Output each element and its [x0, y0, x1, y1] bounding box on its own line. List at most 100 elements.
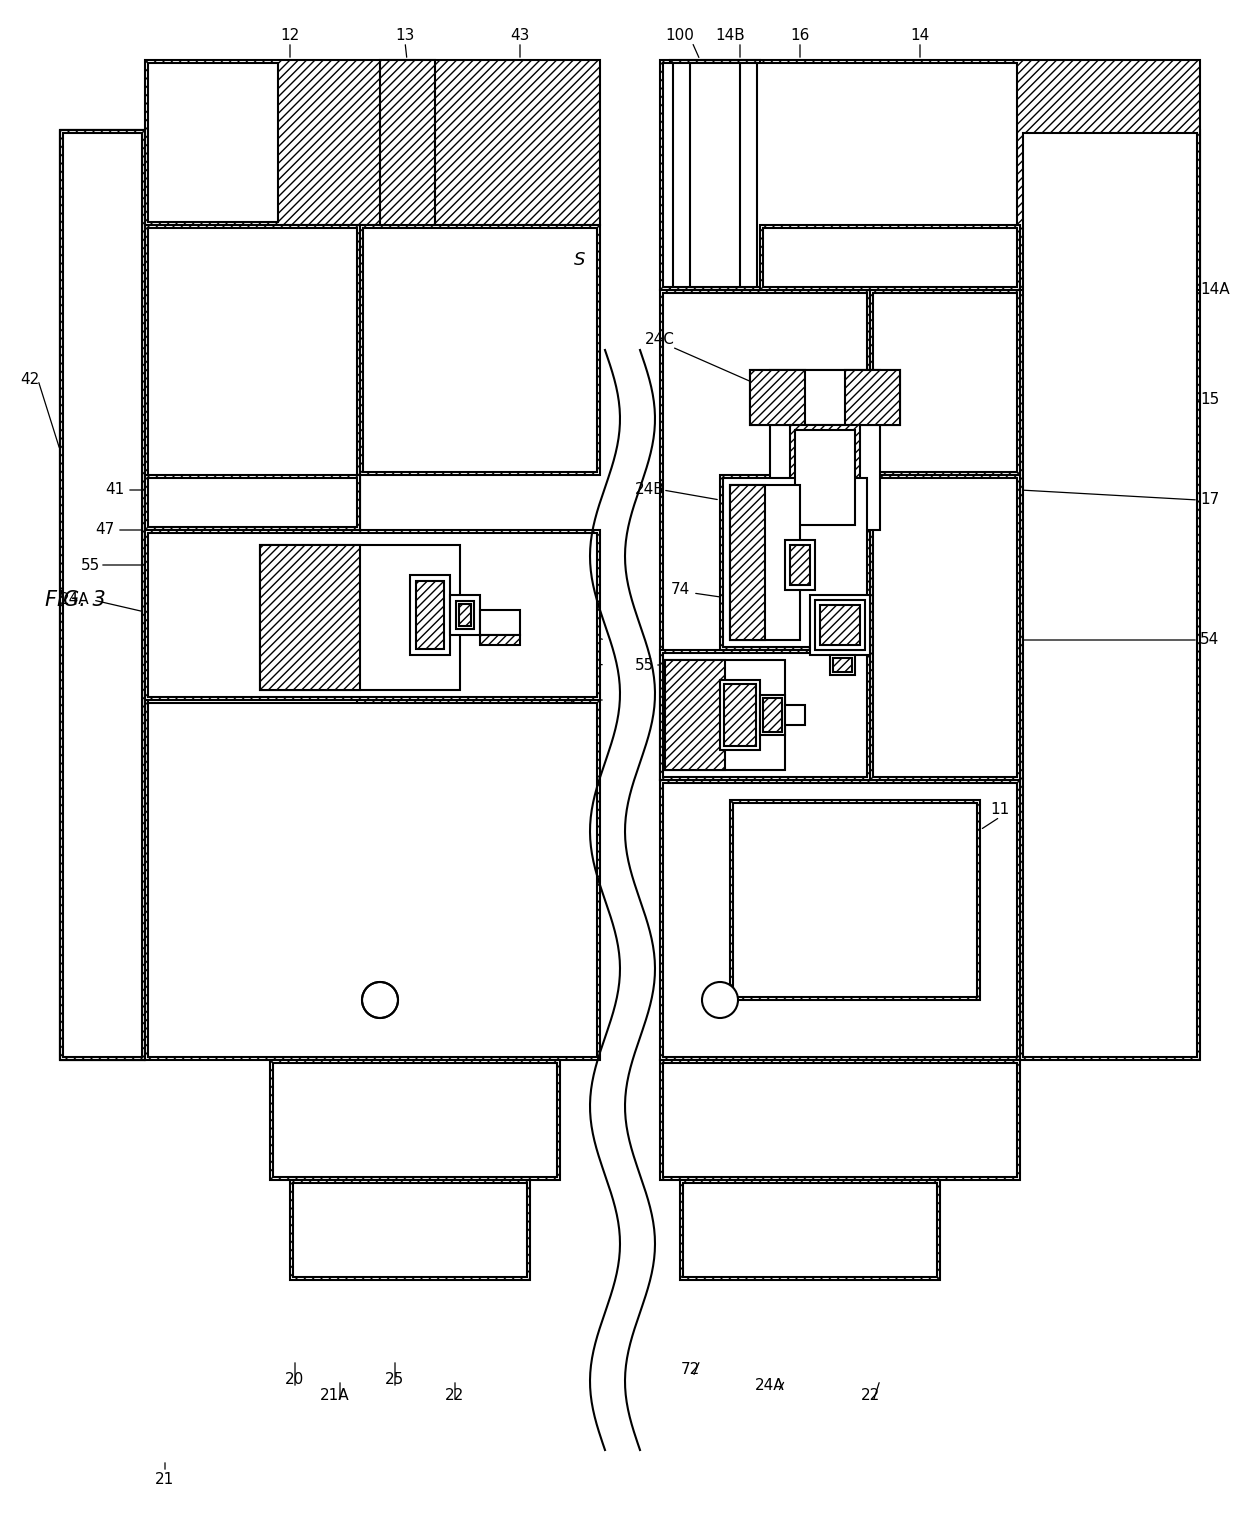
Text: 74: 74 — [671, 582, 689, 597]
Bar — [673, 63, 756, 287]
Bar — [785, 540, 815, 589]
Bar — [60, 130, 145, 1061]
Bar — [665, 660, 725, 771]
Bar — [145, 474, 360, 530]
Bar — [733, 803, 977, 998]
Bar — [870, 474, 1021, 780]
Text: 55: 55 — [635, 657, 655, 672]
Text: 24A: 24A — [61, 593, 89, 608]
Bar — [730, 485, 800, 640]
Bar — [730, 485, 765, 640]
Text: 55: 55 — [81, 557, 99, 573]
Bar — [379, 60, 435, 226]
Text: 14A: 14A — [1200, 282, 1230, 298]
Bar — [1021, 130, 1200, 1061]
Text: 25: 25 — [386, 1372, 404, 1388]
Bar — [148, 533, 596, 697]
Bar — [663, 783, 1017, 1058]
Bar — [760, 226, 1021, 290]
Bar — [415, 582, 444, 649]
Bar — [665, 660, 785, 771]
Bar — [660, 780, 1021, 1061]
Bar — [148, 229, 357, 777]
Bar — [815, 600, 866, 649]
Bar — [660, 60, 1200, 290]
Circle shape — [703, 982, 737, 1018]
Bar — [480, 635, 520, 645]
Text: 12: 12 — [280, 28, 300, 43]
Bar — [273, 1064, 557, 1177]
Bar — [724, 685, 756, 746]
Text: 42: 42 — [20, 373, 40, 387]
Text: 43: 43 — [511, 28, 529, 43]
Bar — [145, 226, 360, 780]
Bar — [145, 530, 600, 700]
Bar — [260, 545, 360, 691]
Bar — [683, 1183, 937, 1277]
Bar — [770, 370, 880, 530]
Bar — [290, 1180, 529, 1280]
Bar — [750, 370, 900, 425]
Bar — [456, 602, 474, 629]
Bar — [790, 545, 810, 585]
Bar — [148, 703, 596, 1058]
Text: 21: 21 — [155, 1472, 175, 1487]
Text: 16: 16 — [790, 28, 810, 43]
Bar — [833, 659, 852, 672]
Bar — [870, 290, 1021, 474]
Text: 41: 41 — [105, 482, 125, 497]
Bar — [450, 596, 480, 635]
Text: 100: 100 — [666, 28, 694, 43]
Bar — [410, 576, 450, 655]
Bar — [720, 474, 870, 649]
Text: 20: 20 — [285, 1372, 305, 1388]
Bar — [145, 60, 600, 226]
Text: 72: 72 — [681, 1363, 699, 1377]
Bar — [820, 605, 861, 645]
Bar — [730, 800, 980, 999]
Bar — [760, 695, 785, 735]
Bar — [795, 430, 856, 525]
Bar — [663, 293, 867, 777]
Bar — [750, 370, 805, 425]
Bar — [145, 700, 600, 1061]
Text: 22: 22 — [445, 1388, 465, 1403]
Bar — [660, 649, 870, 780]
Text: 22: 22 — [861, 1388, 879, 1403]
Bar — [763, 229, 1017, 287]
Bar — [689, 63, 740, 287]
Bar — [680, 1180, 940, 1280]
Bar — [459, 603, 471, 626]
Bar — [830, 655, 856, 675]
Text: FIG. 3: FIG. 3 — [45, 589, 105, 609]
Bar — [670, 60, 760, 290]
Bar — [720, 680, 760, 751]
Text: 17: 17 — [1200, 493, 1219, 508]
Text: 15: 15 — [1200, 393, 1219, 407]
Bar — [260, 545, 460, 691]
Text: 73: 73 — [960, 632, 980, 648]
Bar — [723, 477, 867, 646]
Text: 13: 13 — [396, 28, 414, 43]
Text: 54: 54 — [1200, 632, 1219, 648]
Text: 47: 47 — [95, 522, 114, 537]
Bar — [663, 63, 1017, 287]
Text: 21A: 21A — [320, 1388, 350, 1403]
Bar — [270, 1061, 560, 1180]
Text: 24B: 24B — [635, 482, 665, 497]
Text: 22A: 22A — [546, 692, 575, 708]
Bar — [360, 226, 600, 474]
Circle shape — [363, 982, 397, 1018]
Text: 24C: 24C — [645, 333, 675, 347]
Bar — [810, 596, 870, 655]
Bar — [60, 130, 145, 1061]
Bar — [148, 477, 357, 527]
Bar — [363, 229, 596, 471]
Bar — [148, 63, 278, 223]
Bar — [790, 425, 861, 530]
Bar — [663, 652, 867, 777]
Bar — [763, 698, 782, 732]
Bar — [873, 293, 1017, 471]
Text: 24A: 24A — [755, 1377, 785, 1392]
Text: 14B: 14B — [715, 28, 745, 43]
